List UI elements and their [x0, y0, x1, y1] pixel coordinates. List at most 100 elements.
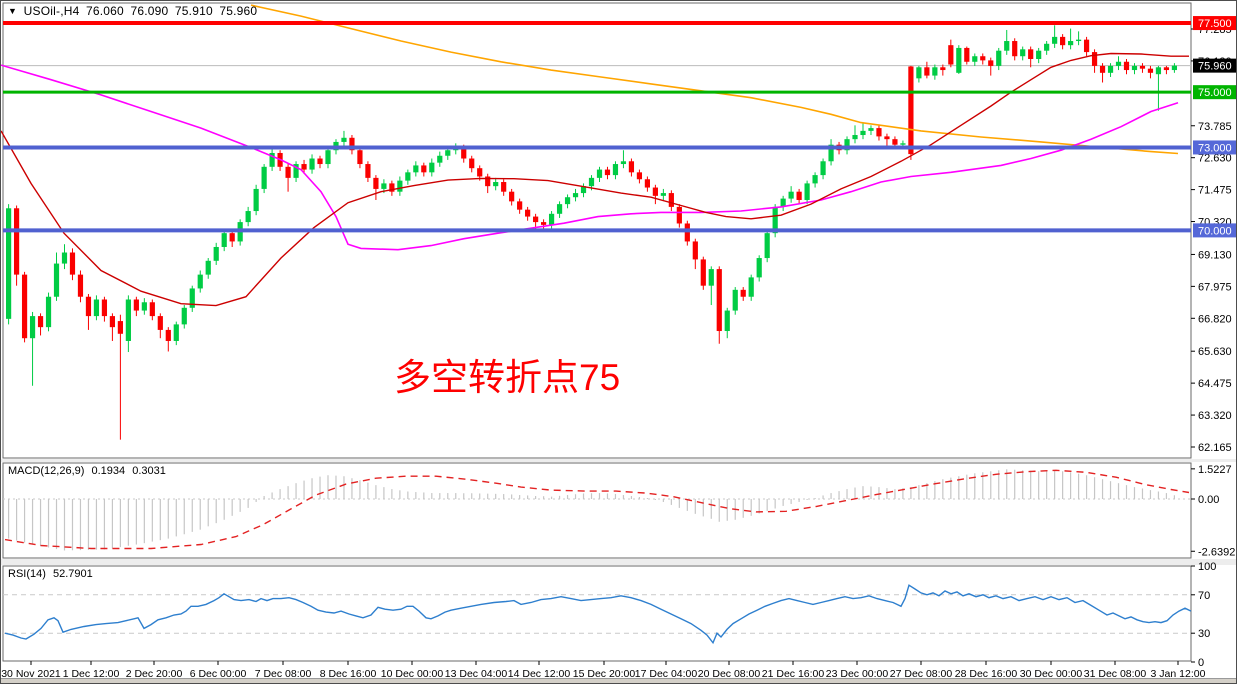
- candle-body: [245, 211, 251, 223]
- panel-separator[interactable]: [1, 559, 1237, 565]
- candle-body: [157, 316, 163, 330]
- candle-body: [37, 316, 44, 328]
- candle-body: [13, 208, 20, 275]
- candle-body: [445, 150, 451, 156]
- rsi-panel[interactable]: [2, 565, 1192, 662]
- candle-body: [261, 166, 267, 189]
- rsi-axis-label: 30: [1198, 628, 1210, 640]
- chart-title: ▼ USOil-,H4 76.060 76.090 75.910 75.960: [8, 4, 260, 18]
- ohlc-low: 75.910: [174, 4, 213, 18]
- candle-body: [269, 152, 275, 167]
- window-bottom-strip: [1, 678, 1236, 683]
- price-tick-label: 71.475: [1198, 185, 1232, 197]
- time-axis-label[interactable]: 15 Dec 20:00: [573, 668, 636, 680]
- candle-body: [580, 186, 587, 194]
- candle-body: [517, 201, 523, 210]
- candle-body: [828, 144, 834, 162]
- candle-body: [652, 187, 658, 196]
- candle-body: [181, 307, 187, 325]
- price-tick-label: 67.975: [1198, 281, 1232, 293]
- time-axis-label[interactable]: 17 Dec 04:00: [635, 668, 698, 680]
- candle-body: [101, 299, 108, 317]
- candle-body: [509, 191, 515, 202]
- candle-body: [429, 162, 435, 173]
- ma-mid-line: [1, 64, 1179, 251]
- candle-body: [948, 45, 954, 65]
- candle-body: [1115, 61, 1122, 66]
- time-axis-label[interactable]: 7 Dec 08:00: [255, 668, 312, 680]
- candle-body: [389, 183, 395, 192]
- time-axis-label[interactable]: 2 Dec 20:00: [126, 668, 183, 680]
- macd-panel[interactable]: [2, 462, 1192, 559]
- candle-body: [732, 289, 738, 311]
- candle-body: [620, 161, 627, 165]
- time-axis-label[interactable]: 20 Dec 08:00: [698, 668, 761, 680]
- candle-body: [764, 233, 770, 259]
- time-axis-label[interactable]: 1 Dec 12:00: [63, 668, 120, 680]
- candle-body: [1012, 41, 1018, 57]
- candle-body: [117, 321, 123, 334]
- candle-body: [596, 169, 603, 178]
- symbol-dropdown-icon[interactable]: ▼: [8, 6, 18, 16]
- time-axis-label[interactable]: 10 Dec 00:00: [381, 668, 444, 680]
- macd-indicator-label: MACD(12,26,9) 0.1934 0.3031: [8, 465, 170, 477]
- rsi-line: [4, 584, 1192, 645]
- candle-body: [461, 147, 467, 159]
- price-tick-label: 73.785: [1198, 121, 1232, 133]
- candle-body: [1131, 65, 1138, 71]
- candle-body: [173, 324, 179, 341]
- rsi-name: RSI(14): [8, 568, 46, 580]
- candle-body: [253, 188, 259, 212]
- candle-body: [421, 165, 427, 173]
- time-axis-label[interactable]: 28 Dec 16:00: [955, 668, 1018, 680]
- price-flag: [1193, 223, 1236, 238]
- candle-body: [692, 241, 698, 260]
- time-axis-label[interactable]: 31 Dec 08:00: [1084, 668, 1147, 680]
- candle-body: [636, 172, 643, 180]
- price-flag-label: 73.000: [1198, 142, 1232, 154]
- candle-body: [53, 263, 60, 297]
- price-flag: [1193, 85, 1236, 100]
- candle-body: [804, 183, 810, 200]
- time-axis-label[interactable]: 8 Dec 16:00: [320, 668, 377, 680]
- time-axis-label[interactable]: 30 Nov 2021: [1, 668, 61, 680]
- candle-body: [908, 66, 914, 155]
- candle-body: [77, 274, 84, 297]
- macd-main-value: 0.1934: [91, 465, 126, 477]
- time-axis-label[interactable]: 3 Jan 12:00: [1151, 668, 1206, 680]
- candle-body: [1107, 65, 1114, 73]
- panel-separator[interactable]: [1, 459, 1237, 462]
- candle-body: [1028, 49, 1034, 59]
- candle-body: [684, 223, 690, 242]
- time-axis-label[interactable]: 30 Dec 00:00: [1020, 668, 1083, 680]
- macd-name: MACD(12,26,9): [8, 465, 85, 477]
- time-axis-label[interactable]: 13 Dec 04:00: [445, 668, 508, 680]
- time-axis-label[interactable]: 23 Dec 00:00: [826, 668, 889, 680]
- candle-body: [788, 191, 794, 199]
- candle-body: [1163, 67, 1170, 71]
- macd-axis-label: 1.5227: [1198, 464, 1232, 476]
- candle-body: [93, 299, 100, 317]
- candle-body: [820, 161, 826, 176]
- rsi-axis-label: 70: [1198, 590, 1210, 602]
- price-flag: [1193, 16, 1236, 31]
- candle-body: [1068, 41, 1074, 46]
- candle-body: [756, 258, 762, 278]
- time-axis-label[interactable]: 6 Dec 00:00: [190, 668, 247, 680]
- candle-body: [700, 259, 706, 286]
- candle-body: [748, 277, 754, 297]
- time-axis-label[interactable]: 21 Dec 16:00: [762, 668, 825, 680]
- price-tick-label: 62.165: [1198, 442, 1232, 454]
- time-axis-label[interactable]: 14 Dec 12:00: [508, 668, 571, 680]
- candle-body: [29, 316, 36, 339]
- price-tick-label: 66.820: [1198, 313, 1232, 325]
- candle-body: [301, 164, 307, 170]
- candle-body: [548, 213, 555, 225]
- candle-body: [397, 180, 403, 192]
- candle-body: [133, 299, 139, 311]
- time-axis-label[interactable]: 27 Dec 08:00: [890, 668, 953, 680]
- candle-body: [772, 206, 778, 234]
- candle-body: [564, 197, 571, 205]
